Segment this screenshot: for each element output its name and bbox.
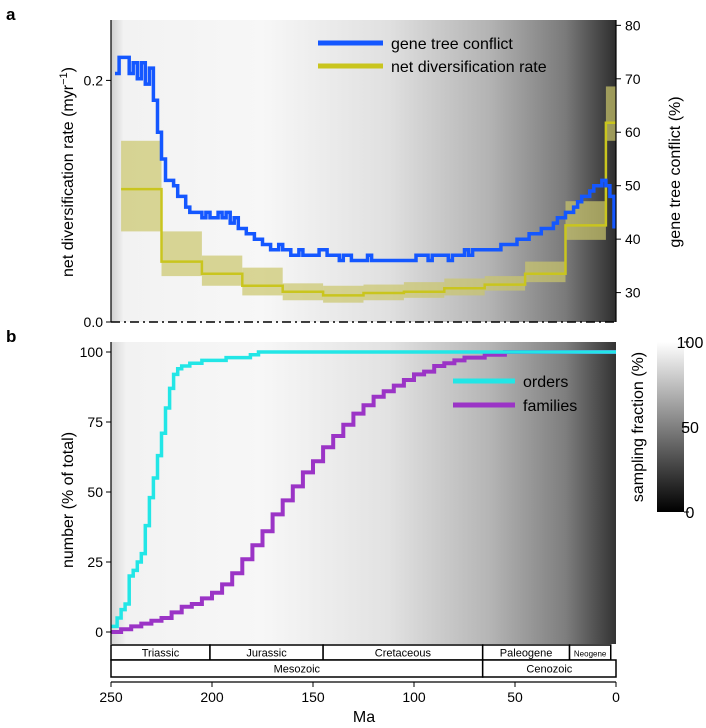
x-tick-label: 100	[402, 689, 426, 705]
panel-a-right-ticks: 30 40 50 60 70 80	[616, 17, 641, 301]
legend-label-gene-tree-conflict: gene tree conflict	[391, 36, 513, 53]
y-tick-label: 50	[87, 484, 103, 500]
x-tick-label: 0	[612, 689, 620, 705]
colorbar: 100 50 0 sampling fraction (%)	[630, 335, 703, 522]
panel-label-b: b	[6, 327, 16, 346]
y2-tick-label: 80	[625, 17, 641, 33]
era-box	[481, 659, 617, 678]
y-tick-label: 75	[87, 414, 103, 430]
y-tick-label: 0.2	[84, 72, 104, 88]
y-tick-label: 0.0	[84, 314, 104, 330]
net-diversification-band-segment	[201, 255, 243, 286]
x-axis: 250 200 150 100 50 0	[99, 681, 620, 705]
y2-tick-label: 50	[625, 178, 641, 194]
panel-a: 0.0 0.2 30 40 50 60 70 80 net diversification …	[58, 17, 684, 330]
panel-a-left-axis-label: net diversification rate (myr−1)	[58, 67, 77, 277]
panel-label-a: a	[6, 5, 16, 24]
net-diversification-band-segment	[242, 267, 283, 296]
panel-a-series-group	[115, 55, 616, 297]
net-diversification-band-segment	[525, 261, 566, 283]
x-tick-label: 250	[99, 689, 123, 705]
y-tick-label: 100	[80, 344, 104, 360]
panel-a-legend: gene tree conflict net diversification r…	[318, 36, 547, 76]
geologic-timescale: Triassic Jurassic Cretaceous Paleogene Neoge…	[110, 644, 617, 678]
panel-b: 0 25 50 75 100 number (% of total) orders fa…	[60, 342, 616, 644]
panel-a-left-ticks: 0.0 0.2	[84, 72, 111, 330]
panel-a-right-axis-label: gene tree conflict (%)	[667, 96, 684, 247]
net-diversification-band-group	[121, 86, 616, 303]
period-label: Paleogene	[500, 648, 553, 660]
period-label: Triassic	[142, 648, 180, 660]
legend-label-families: families	[523, 398, 577, 415]
panel-b-left-ticks: 0 25 50 75 100	[80, 344, 111, 640]
net-diversification-band-segment	[565, 201, 606, 240]
net-diversification-band-segment	[484, 276, 526, 291]
panel-b-series-group	[111, 350, 616, 634]
x-tick-label: 150	[301, 689, 325, 705]
colorbar-label: sampling fraction (%)	[630, 352, 647, 502]
period-label: Cretaceous	[375, 648, 432, 660]
colorbar-tick-label: 0	[686, 505, 695, 522]
y-tick-label: 25	[87, 554, 103, 570]
period-label: Neogene	[574, 650, 607, 659]
legend-label-net-diversification: net diversification rate	[391, 59, 547, 76]
colorbar-gradient	[657, 342, 684, 512]
era-label: Cenozoic	[526, 664, 572, 676]
orders-line	[111, 350, 616, 629]
colorbar-tick-label: 100	[677, 335, 704, 352]
era-label: Mesozoic	[274, 664, 321, 676]
panel-b-y-axis-label: number (% of total)	[60, 432, 77, 568]
panel-b-background	[111, 342, 616, 644]
y2-tick-label: 30	[625, 285, 641, 301]
y2-tick-label: 70	[625, 71, 641, 87]
colorbar-ticks: 100 50 0	[677, 335, 704, 522]
net-diversification-band-segment	[403, 282, 445, 298]
y2-tick-label: 60	[625, 124, 641, 140]
x-axis-label: Ma	[353, 709, 375, 726]
net-diversification-band-segment	[605, 86, 616, 141]
legend-label-orders: orders	[523, 374, 568, 391]
y-tick-label: 0	[95, 624, 103, 640]
x-tick-label: 50	[507, 689, 523, 705]
net-diversification-band-segment	[121, 140, 162, 232]
x-tick-label: 200	[200, 689, 224, 705]
gene-tree-conflict-line	[115, 55, 616, 263]
y2-tick-label: 40	[625, 231, 641, 247]
period-label: Jurassic	[246, 648, 287, 660]
panel-b-legend: orders families	[453, 374, 577, 415]
colorbar-tick-label: 50	[681, 420, 699, 437]
families-line	[111, 350, 616, 634]
net-diversification-line	[121, 121, 616, 297]
net-diversification-band-segment	[161, 231, 202, 277]
